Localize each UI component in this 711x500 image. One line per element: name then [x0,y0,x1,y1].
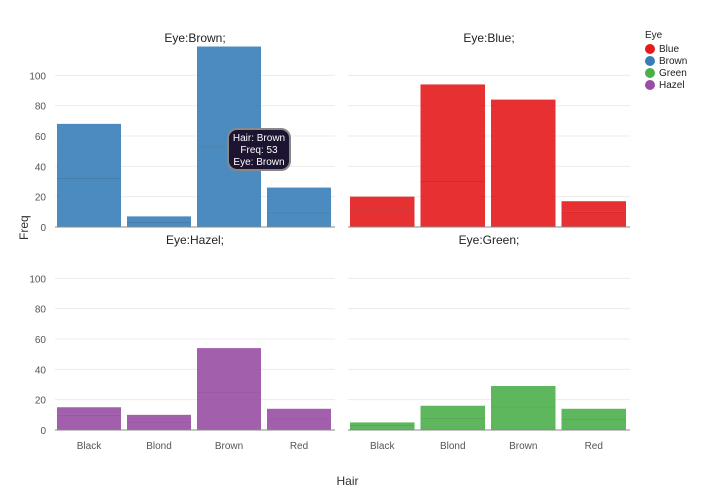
bar-segment [57,178,121,227]
facet-title: Eye:Brown; [164,31,225,45]
bar-segment [267,187,331,212]
bar-black [57,123,121,227]
bar-segment [561,408,626,420]
legend-item-blue[interactable]: Blue [645,43,687,55]
bar-segment [127,414,191,423]
y-tick-label: 40 [35,365,47,376]
legend: Eye Blue Brown Green Hazel [645,30,687,91]
legend-swatch-brown [645,56,655,66]
y-axis-label: Freq [17,215,31,240]
bar-segment [420,181,485,227]
x-tick-label: Red [585,441,603,452]
bar-segment [491,407,556,430]
y-tick-label: 100 [29,71,46,82]
x-tick-label: Blond [440,441,466,452]
bar-segment [350,425,415,430]
y-tick-label: 60 [35,132,47,143]
facet-title: Eye:Green; [459,233,520,247]
bar-red [561,201,626,227]
bar-segment [57,123,121,179]
bar-brown [491,386,556,430]
bar-segment [491,99,556,152]
legend-swatch-blue [645,44,655,54]
bar-black [57,407,121,430]
bar-segment [350,210,415,227]
legend-item-brown[interactable]: Brown [645,55,687,67]
bar-blond [127,414,191,430]
bar-segment [197,392,261,430]
tooltip-eye: Eye: Brown [233,157,285,168]
bar-segment [420,417,485,430]
legend-label: Brown [659,55,688,67]
y-tick-label: 100 [29,274,46,285]
legend-label: Hazel [659,79,685,91]
legend-item-green[interactable]: Green [645,67,687,79]
bar-segment [267,408,331,420]
bar-segment [127,422,191,430]
bar-segment [57,414,121,430]
bar-brown [197,348,261,430]
bar-segment [197,348,261,393]
facet-panel-blue: Eye:Blue; [348,31,630,228]
bar-segment [420,84,485,182]
bar-blond [420,405,485,430]
y-tick-label: 20 [35,396,47,407]
facet-title: Eye:Hazel; [166,233,224,247]
y-tick-label: 0 [40,426,46,437]
x-axis-label: Hair [336,474,359,488]
legend-label: Blue [659,43,680,55]
bar-segment [561,211,626,227]
bar-segment [350,422,415,426]
legend-title: Eye [645,30,663,41]
x-tick-label: Black [77,441,102,452]
y-tick-label: 20 [35,193,47,204]
bar-brown [491,99,556,227]
y-tick-label: 80 [35,305,47,316]
bar-segment [561,201,626,212]
facet-panel-green: Eye:Green; Black Blond Brown Red [348,233,630,452]
bar-segment [491,386,556,408]
bar-segment [127,222,191,227]
bar-segment [267,211,331,227]
y-tick-label: 60 [35,335,47,346]
tooltip-freq: Freq: 53 [240,145,278,156]
bar-red [267,187,331,227]
bar-blond [420,84,485,227]
facet-title: Eye:Blue; [463,31,514,45]
bar-segment [420,405,485,418]
legend-swatch-green [645,68,655,78]
tooltip-hair: Hair: Brown [232,133,286,144]
bar-black [350,196,415,227]
tooltip: Hair: Brown Freq: 53 Eye: Brown [227,128,291,171]
bar-segment [267,419,331,430]
x-tick-label: Black [370,441,395,452]
x-tick-label: Brown [215,441,243,452]
bar-segment [491,151,556,227]
facet-panel-hazel: Eye:Hazel; 0 20 40 60 80 100 Black Blond Brown Red [29,233,335,452]
y-tick-label: 40 [35,162,47,173]
legend-item-hazel[interactable]: Hazel [645,79,687,91]
y-tick-label: 0 [40,223,46,234]
x-tick-label: Blond [146,441,172,452]
bar-red [561,408,626,430]
legend-swatch-hazel [645,80,655,90]
x-tick-label: Brown [509,441,537,452]
bar-black [350,422,415,430]
bar-red [267,408,331,430]
x-tick-label: Red [290,441,308,452]
bar-segment [350,196,415,211]
bar-blond [127,216,191,227]
bar-segment [127,216,191,223]
bar-segment [57,407,121,415]
legend-label: Green [659,67,687,79]
y-tick-label: 80 [35,102,47,113]
bar-segment [561,419,626,430]
